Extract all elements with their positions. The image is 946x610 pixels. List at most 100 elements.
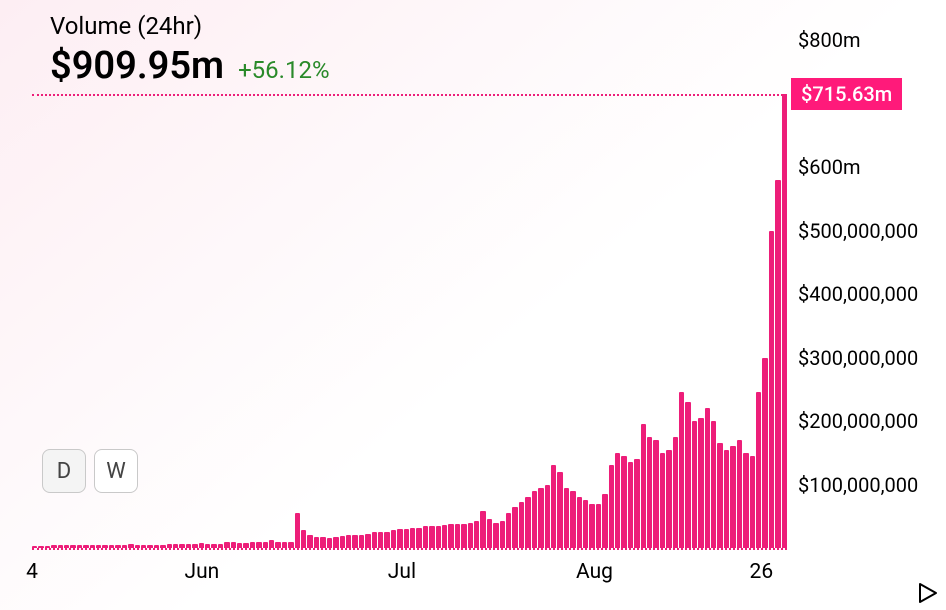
bar — [506, 513, 511, 548]
bar — [717, 443, 722, 548]
bar — [346, 535, 351, 548]
bar — [320, 537, 325, 548]
bar — [340, 536, 345, 548]
bar — [685, 402, 690, 548]
bar — [596, 504, 601, 548]
bar — [711, 421, 716, 548]
bar — [724, 450, 729, 548]
bar — [705, 408, 710, 548]
bar — [673, 437, 678, 548]
timeframe-switch: D W — [42, 449, 138, 493]
bar — [493, 523, 498, 548]
bar — [730, 446, 735, 548]
bar — [750, 456, 755, 548]
bar — [423, 526, 428, 548]
x-tick: Jul — [388, 560, 416, 584]
bar — [647, 437, 652, 548]
bar — [666, 450, 671, 548]
bar — [487, 519, 492, 548]
bar — [660, 453, 665, 548]
bar — [577, 497, 582, 548]
bar — [327, 538, 332, 548]
bar — [480, 511, 485, 548]
volume-chart: Volume (24hr) $909.95m +56.12% $715.63m … — [0, 0, 946, 610]
bar — [570, 491, 575, 548]
bar — [775, 180, 780, 548]
bar — [615, 453, 620, 548]
bar — [756, 392, 761, 548]
bar — [448, 524, 453, 548]
bar — [429, 526, 434, 548]
bar — [474, 521, 479, 548]
bar — [538, 488, 543, 548]
bar — [365, 534, 370, 548]
bar — [589, 504, 594, 548]
bar — [468, 523, 473, 548]
bar — [333, 537, 338, 548]
bar — [436, 526, 441, 548]
y-tick: $200,000,000 — [798, 409, 918, 433]
bar — [743, 453, 748, 548]
bar — [307, 535, 312, 548]
bar — [641, 424, 646, 548]
chart-title: Volume (24hr) — [50, 12, 330, 40]
bar — [692, 421, 697, 548]
bar — [564, 488, 569, 548]
bar — [698, 418, 703, 548]
highlight-line — [32, 94, 787, 96]
timeframe-week-button[interactable]: W — [94, 449, 138, 493]
bar — [782, 94, 787, 548]
x-tick: Jun — [184, 560, 219, 584]
bar — [391, 530, 396, 548]
bar — [519, 502, 524, 548]
bar — [621, 456, 626, 548]
bar — [269, 540, 274, 548]
x-tick: 26 — [750, 560, 774, 584]
y-tick: $100,000,000 — [798, 473, 918, 497]
bar — [512, 507, 517, 548]
y-tick: $800m — [798, 28, 861, 52]
bar — [416, 528, 421, 548]
baseline — [32, 548, 787, 550]
bar — [442, 525, 447, 548]
bar — [352, 535, 357, 548]
bar — [769, 231, 774, 549]
bar — [532, 491, 537, 548]
bar — [378, 532, 383, 549]
x-tick: Aug — [576, 560, 613, 584]
y-tick: $600m — [798, 155, 861, 179]
bar — [461, 524, 466, 548]
bar — [500, 521, 505, 548]
bar — [628, 462, 633, 548]
y-tick: $300,000,000 — [798, 346, 918, 370]
play-icon[interactable] — [918, 582, 938, 604]
bar — [583, 500, 588, 548]
bar — [455, 524, 460, 548]
bar — [634, 459, 639, 548]
bar — [557, 472, 562, 548]
y-tick: $500,000,000 — [798, 219, 918, 243]
bar — [410, 528, 415, 548]
bar — [295, 513, 300, 548]
bar — [737, 440, 742, 548]
bar — [359, 535, 364, 548]
bar — [551, 465, 556, 548]
bar — [762, 358, 767, 549]
plot-area — [32, 40, 787, 548]
bar — [397, 529, 402, 548]
bar — [404, 529, 409, 548]
x-axis: 4JunJulAug26 — [32, 560, 787, 590]
bar-series — [32, 40, 787, 548]
bar — [653, 440, 658, 548]
timeframe-day-button[interactable]: D — [42, 449, 86, 493]
bar — [545, 485, 550, 549]
bar — [372, 532, 377, 548]
y-tick: $400,000,000 — [798, 282, 918, 306]
y-axis: $800m$600m$500,000,000$400,000,000$300,0… — [798, 40, 938, 548]
bar — [384, 532, 389, 549]
bar — [525, 497, 530, 548]
bar — [301, 530, 306, 548]
bar — [609, 465, 614, 548]
bar — [602, 494, 607, 548]
bar — [314, 537, 319, 548]
